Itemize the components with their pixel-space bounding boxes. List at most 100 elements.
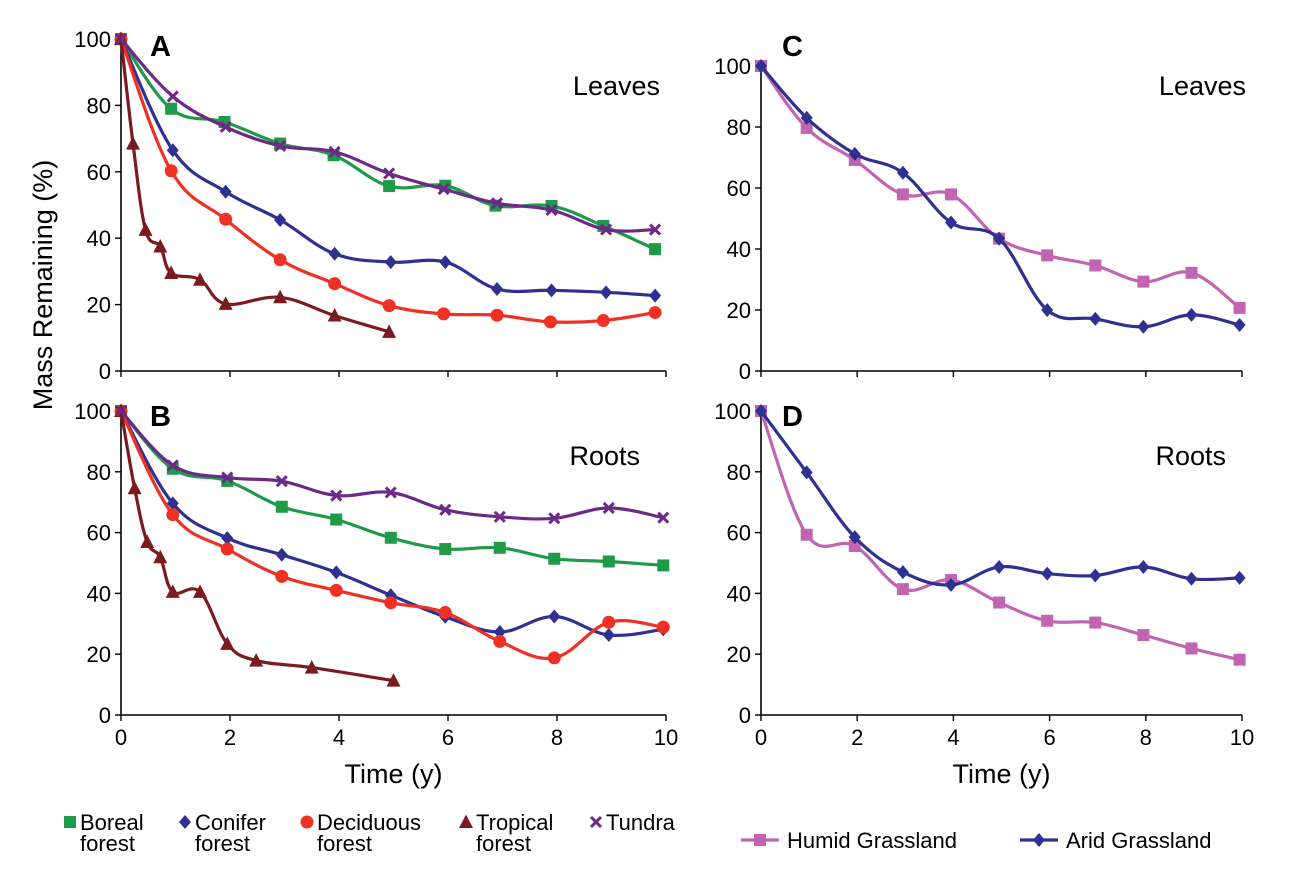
data-point-conifer [166,143,179,158]
data-point-conifer [384,255,397,270]
legend-label-arid: Arid Grassland [1066,828,1212,853]
y-tick-label: 20 [87,293,111,318]
data-point-humid [1041,614,1054,627]
data-point-boreal [493,541,506,554]
x-tick-label: 0 [115,725,127,750]
data-point-tropical [165,584,180,598]
data-point-tundra [114,404,128,418]
data-point-boreal [548,552,561,565]
y-tick-label: 80 [727,460,751,485]
series-line-tropical [119,409,396,683]
data-point-arid [1041,303,1054,317]
data-point-tundra [490,197,504,210]
y-tick-label: 60 [727,521,751,546]
data-point-tundra [330,489,343,502]
legend-label-boreal: Boreal [80,810,144,835]
data-point-tundra [384,486,397,499]
data-point-deciduous [490,308,504,322]
data-point-tundra [274,139,287,152]
data-point-deciduous [328,277,342,291]
y-tick-label: 60 [727,176,751,201]
data-point-tundra [649,223,662,236]
data-point-conifer [600,285,613,300]
y-tick-label: 40 [87,226,111,251]
data-point-deciduous [543,315,557,329]
data-point-deciduous [656,620,670,634]
data-point-arid [896,165,909,180]
data-point-tundra [219,120,232,134]
data-point-arid [944,215,957,230]
data-point-boreal [275,500,288,513]
data-point-tropical [386,673,401,687]
data-point-tundra [599,223,613,236]
x-tick-label: 8 [551,725,563,750]
data-point-arid [1233,570,1246,585]
data-point-boreal [602,555,615,568]
data-point-humid [1089,616,1102,629]
data-point-arid [993,559,1006,574]
data-point-tropical [218,296,233,310]
series-line-tropical [119,37,391,334]
data-point-humid [993,596,1006,609]
data-point-boreal [165,102,178,115]
legend-grasslands: Humid Grassland Arid Grassland [741,828,1212,853]
data-point-conifer [274,212,287,227]
legend-label-conifer: Conifer [195,810,266,835]
data-point-deciduous [166,508,180,522]
data-point-humid [1185,642,1198,655]
y-tick-label: 80 [727,115,751,140]
x-tick-label: 2 [851,725,863,750]
data-point-conifer [166,496,179,511]
data-point-humid [1089,259,1102,272]
data-point-arid [755,404,767,418]
data-point-deciduous [273,253,287,267]
y-tick-label: 40 [727,237,751,262]
data-point-tundra [114,32,128,46]
x-tick-label: 4 [947,725,959,750]
data-point-humid [1137,275,1150,288]
data-point-arid [1233,317,1246,332]
data-point-deciduous [164,164,178,178]
data-point-tropical [138,222,153,236]
data-point-boreal [657,559,670,572]
y-axis-title: Mass Remaining (%) [28,160,58,411]
legend-label-tundra: Tundra [606,810,676,835]
data-point-tropical [382,324,397,338]
data-point-tundra [166,459,179,472]
legend-label-tropical: Tropical [476,810,553,835]
data-point-conifer [330,565,343,580]
data-point-conifer [275,547,288,562]
data-point-conifer [328,246,341,261]
y-tick-label: 100 [74,399,111,424]
data-point-humid [944,188,957,201]
data-point-conifer [493,625,506,640]
x-tick-label: 0 [755,725,767,750]
data-point-humid [800,528,813,541]
data-point-tropical [273,289,288,304]
data-point-humid [1233,653,1246,666]
data-point-conifer [439,255,452,270]
series-line-deciduous [119,37,657,324]
legend-label-conifer-line2: forest [195,831,250,856]
data-point-arid [1041,566,1054,581]
data-point-humid [800,121,813,134]
x-tick-label: 10 [1230,725,1254,750]
legend-label-humid: Humid Grassland [787,828,957,853]
data-point-tropical [220,636,235,650]
data-point-deciduous [602,615,616,629]
data-point-humid [896,583,909,596]
legend-marker-tropical [459,814,473,828]
x-tick-label: 6 [1043,725,1055,750]
data-point-deciduous [596,314,610,328]
data-point-deciduous [220,542,234,556]
data-point-boreal [439,543,452,556]
y-tick-label: 0 [99,703,111,728]
data-point-tundra [166,90,179,103]
y-tick-label: 60 [87,521,111,546]
y-tick-label: 80 [87,460,111,485]
series-line-humid [759,409,1242,662]
y-tick-label: 60 [87,160,111,185]
data-point-arid [1089,311,1102,326]
x-tick-label: 10 [654,725,678,750]
data-point-arid [800,465,813,480]
